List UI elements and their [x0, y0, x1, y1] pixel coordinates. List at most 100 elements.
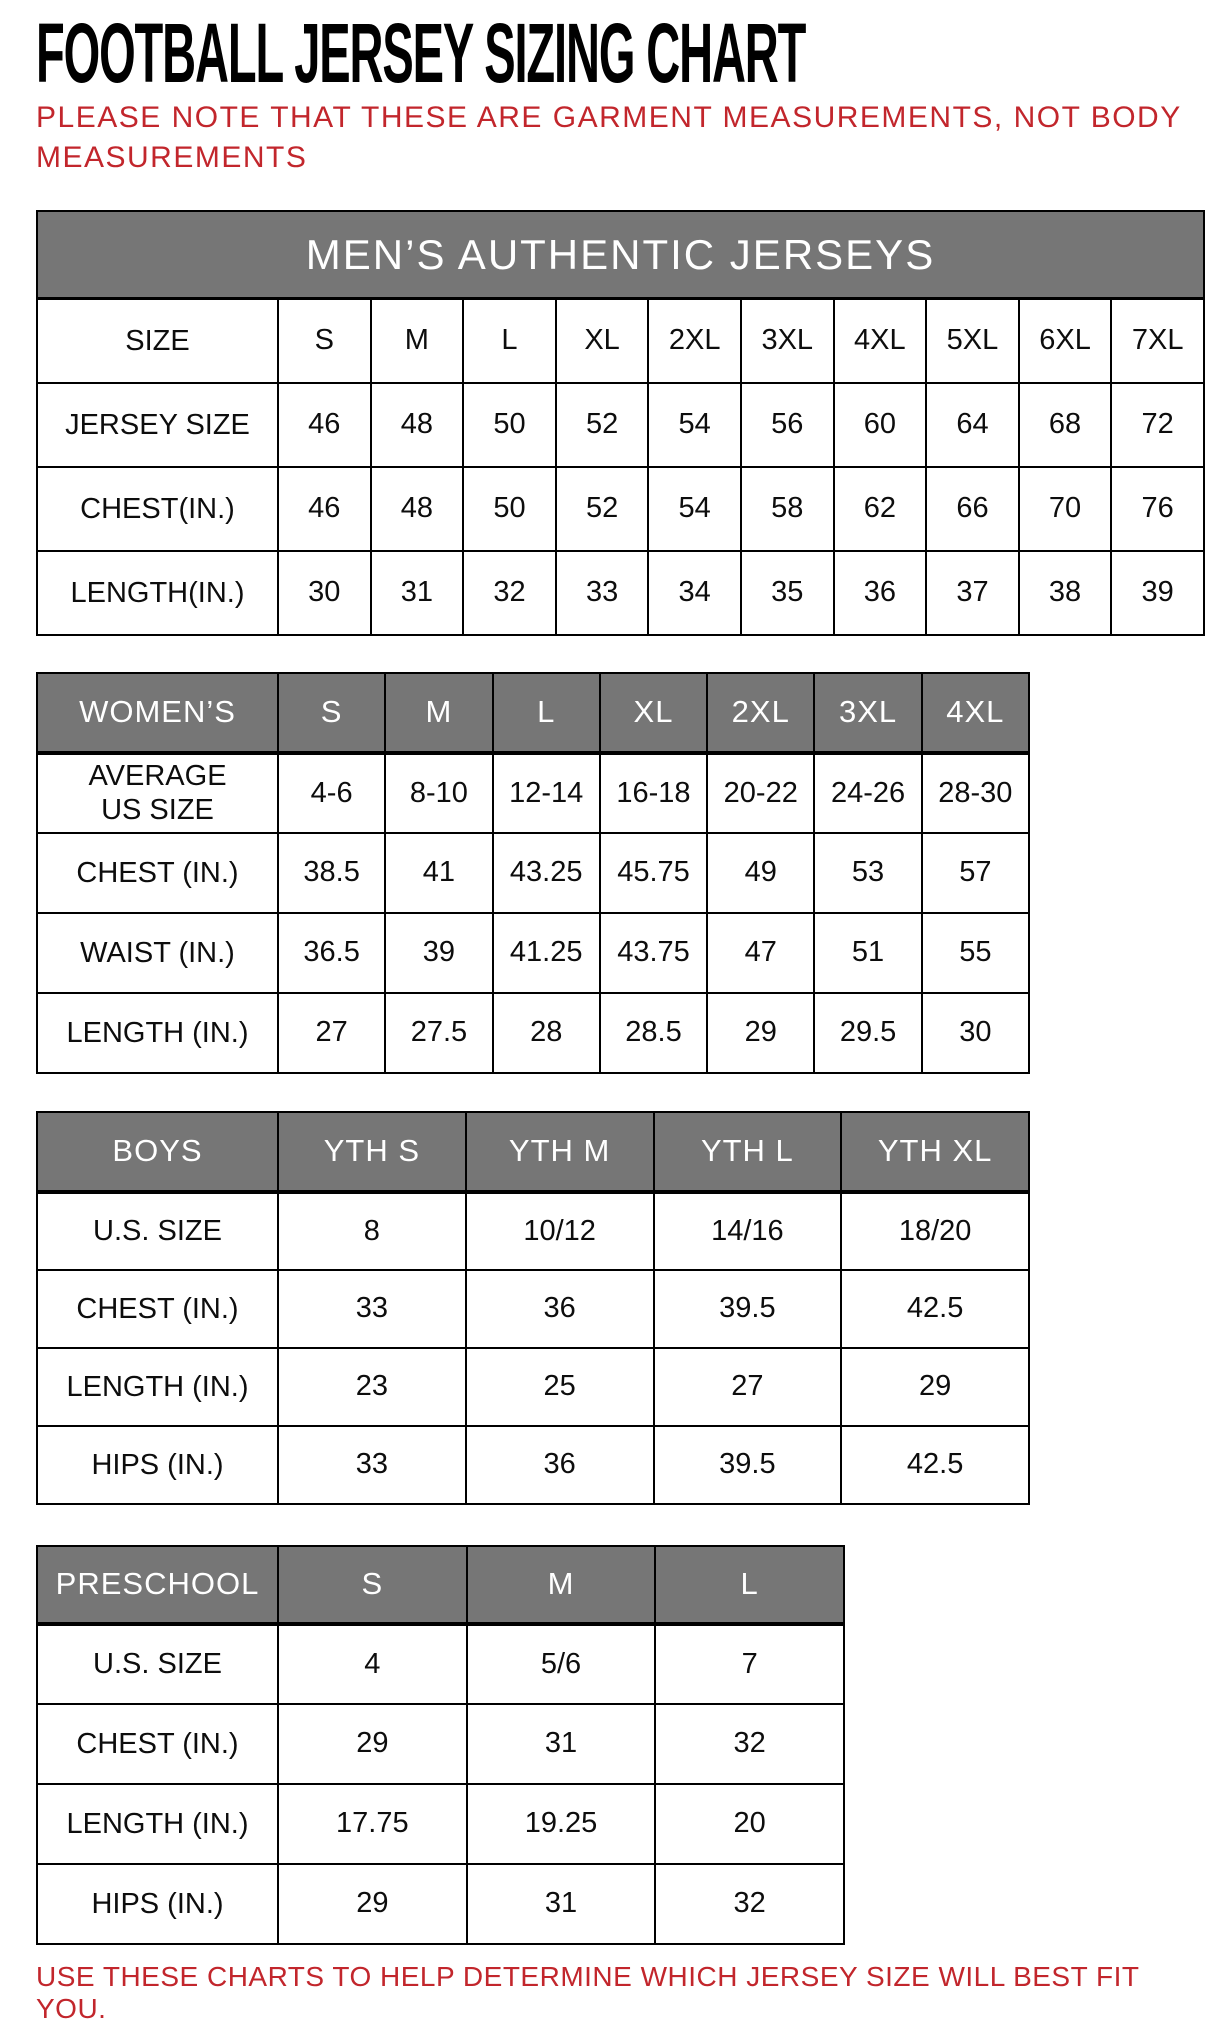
row-label: HIPS (IN.): [36, 1424, 279, 1505]
cell: 29: [706, 991, 816, 1074]
cell: 12-14: [491, 751, 601, 834]
cell: M: [369, 297, 465, 384]
cell: 43.75: [598, 911, 709, 994]
cell: 46: [277, 465, 372, 552]
table-row-length: LENGTH (IN.) 17.75 19.25 20: [36, 1782, 845, 1865]
column-header: M: [465, 1544, 657, 1626]
cell: 48: [369, 381, 465, 468]
table-row-us-size: U.S. SIZE 8 10/12 14/16 18/20: [36, 1190, 1030, 1271]
boys-table-header-row: BOYS YTH S YTH M YTH L YTH XL: [36, 1110, 1030, 1194]
row-label: LENGTH (IN.): [36, 1346, 279, 1427]
cell: 31: [369, 549, 465, 636]
cell: 62: [832, 465, 928, 552]
cell: 51: [813, 911, 923, 994]
cell: XL: [554, 297, 650, 384]
cell: 46: [277, 381, 372, 468]
row-label: LENGTH(IN.): [36, 549, 279, 636]
preschool-table-title: PRESCHOOL: [36, 1544, 279, 1626]
cell: 29.5: [813, 991, 923, 1074]
cell: 68: [1017, 381, 1113, 468]
cell: 8-10: [384, 751, 494, 834]
table-row-length: LENGTH(IN.) 30 31 32 33 34 35 36 37 38 3…: [36, 549, 1205, 636]
cell: 47: [706, 911, 816, 994]
column-header: L: [491, 671, 601, 755]
cell: 56: [739, 381, 835, 468]
table-row-chest: CHEST (IN.) 29 31 32: [36, 1702, 845, 1785]
cell: S: [277, 297, 372, 384]
cell: 4XL: [832, 297, 928, 384]
row-label: CHEST (IN.): [36, 1268, 279, 1349]
table-row-chest: CHEST (IN.) 38.5 41 43.25 45.75 49 53 57: [36, 831, 1031, 914]
row-label: CHEST (IN.): [36, 831, 279, 914]
preschool-table-header-row: PRESCHOOL S M L: [36, 1544, 845, 1626]
cell: 10/12: [464, 1190, 655, 1271]
cell: 29: [840, 1346, 1030, 1427]
cell: 5/6: [465, 1622, 657, 1705]
mens-table-title: MEN’S AUTHENTIC JERSEYS: [36, 210, 1205, 300]
cell: 52: [554, 381, 650, 468]
row-label: U.S. SIZE: [36, 1190, 279, 1271]
column-header: M: [384, 671, 494, 755]
table-row-hips: HIPS (IN.) 33 36 39.5 42.5: [36, 1424, 1030, 1505]
cell: 48: [369, 465, 465, 552]
preschool-sizing-table: PRESCHOOL S M L U.S. SIZE 4 5/6 7 CHEST …: [36, 1544, 845, 1945]
row-label: AVERAGE US SIZE: [36, 751, 279, 834]
page-title: FOOTBALL JERSEY SIZING CHART: [36, 11, 1205, 95]
cell: 32: [654, 1702, 845, 1785]
table-row-chest: CHEST(IN.) 46 48 50 52 54 58 62 66 70 76: [36, 465, 1205, 552]
table-row-length: LENGTH (IN.) 23 25 27 29: [36, 1346, 1030, 1427]
cell: 18/20: [840, 1190, 1030, 1271]
cell: 24-26: [813, 751, 923, 834]
cell: 29: [277, 1862, 468, 1945]
cell: 50: [462, 381, 557, 468]
cell: 52: [554, 465, 650, 552]
column-header: 4XL: [920, 671, 1031, 755]
column-header: S: [277, 1544, 468, 1626]
table-row-average-us-size: AVERAGE US SIZE 4-6 8-10 12-14 16-18 20-…: [36, 751, 1031, 834]
table-row-us-size: U.S. SIZE 4 5/6 7: [36, 1622, 845, 1705]
cell: 7: [654, 1622, 845, 1705]
cell: 32: [462, 549, 557, 636]
cell: 45.75: [598, 831, 709, 914]
cell: 38.5: [276, 831, 387, 914]
column-header: 3XL: [813, 671, 923, 755]
cell: 50: [462, 465, 557, 552]
table-row-jersey-size: JERSEY SIZE 46 48 50 52 54 56 60 64 68 7…: [36, 381, 1205, 468]
cell: 14/16: [652, 1190, 843, 1271]
row-label: U.S. SIZE: [36, 1622, 279, 1705]
mens-table-header-row: MEN’S AUTHENTIC JERSEYS: [36, 210, 1205, 300]
cell: 66: [925, 465, 1020, 552]
column-header: 2XL: [706, 671, 816, 755]
cell: 39: [384, 911, 494, 994]
cell: 20: [654, 1782, 845, 1865]
cell: 42.5: [840, 1268, 1030, 1349]
cell: 36: [464, 1424, 655, 1505]
row-label: CHEST(IN.): [36, 465, 279, 552]
cell: 16-18: [598, 751, 709, 834]
column-header: S: [276, 671, 387, 755]
cell: 23: [277, 1346, 467, 1427]
cell: 57: [920, 831, 1031, 914]
cell: 31: [465, 1862, 657, 1945]
column-header: YTH L: [652, 1110, 843, 1194]
column-header: YTH XL: [840, 1110, 1030, 1194]
column-header: L: [654, 1544, 845, 1626]
cell: 33: [277, 1424, 467, 1505]
cell: 28.5: [598, 991, 709, 1074]
cell: 29: [277, 1702, 468, 1785]
cell: 5XL: [925, 297, 1020, 384]
cell: 70: [1017, 465, 1113, 552]
cell: 31: [465, 1702, 657, 1785]
cell: 58: [739, 465, 835, 552]
table-row-length: LENGTH (IN.) 27 27.5 28 28.5 29 29.5 30: [36, 991, 1031, 1074]
cell: 27: [276, 991, 387, 1074]
column-header: YTH S: [277, 1110, 467, 1194]
cell: 8: [277, 1190, 467, 1271]
cell: 42.5: [840, 1424, 1030, 1505]
cell: 39.5: [652, 1268, 843, 1349]
cell: 36.5: [276, 911, 387, 994]
cell: 20-22: [706, 751, 816, 834]
cell: 27: [652, 1346, 843, 1427]
table-row-hips: HIPS (IN.) 29 31 32: [36, 1862, 845, 1945]
cell: 43.25: [491, 831, 601, 914]
